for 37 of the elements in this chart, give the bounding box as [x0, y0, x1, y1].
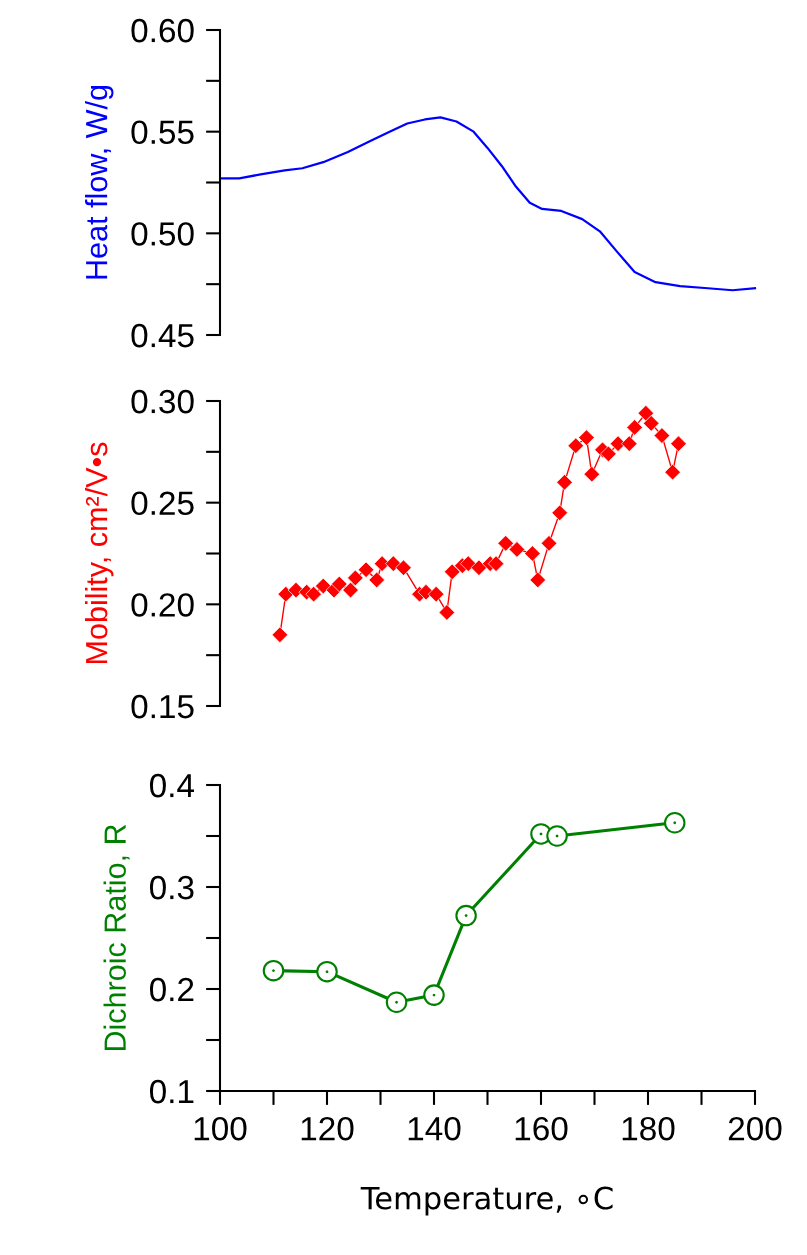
point — [438, 604, 456, 621]
y-axis-title: Mobility, cm²/V•s — [84, 442, 114, 664]
y-tick-label: 0.45 — [131, 323, 194, 348]
y-tick-label: 0.50 — [131, 222, 194, 246]
line-series — [221, 116, 757, 292]
y-tick-label: 0.20 — [131, 593, 194, 617]
y-tick-label: 0.3 — [149, 875, 194, 900]
y-tick-label: 0.15 — [131, 694, 194, 719]
point — [385, 991, 408, 1014]
point — [357, 561, 375, 578]
y-tick-label: 0.25 — [131, 491, 194, 516]
point — [331, 575, 348, 593]
point — [342, 581, 359, 599]
point — [487, 555, 505, 572]
y-tick-label: 0.55 — [131, 120, 194, 145]
point — [262, 959, 285, 982]
y-axis-title: Dichroic Ratio, R — [103, 824, 130, 1051]
point — [316, 960, 338, 983]
y-tick-label: 0.60 — [131, 18, 194, 43]
point — [347, 569, 364, 587]
x-axis-title: Temperature, ∘C — [360, 1186, 613, 1216]
point — [305, 585, 322, 603]
point — [670, 435, 687, 452]
x-tick-label: 180 — [622, 1116, 675, 1141]
x-tick-label: 160 — [515, 1116, 568, 1141]
y-tick-label: 0.1 — [149, 1079, 194, 1104]
x-tick-label: 200 — [728, 1116, 782, 1141]
x-tick-label: 140 — [408, 1116, 461, 1141]
y-tick-label: 0.30 — [131, 389, 194, 414]
x-tick-label: 100 — [194, 1116, 247, 1141]
point — [455, 904, 477, 927]
y-tick-label: 0.2 — [149, 977, 194, 1002]
point — [653, 427, 671, 444]
y-axis-title: Heat flow, W/g — [84, 85, 114, 279]
point — [663, 811, 686, 834]
x-tick-label: 120 — [301, 1116, 354, 1141]
y-tick-label: 0.4 — [149, 773, 195, 798]
